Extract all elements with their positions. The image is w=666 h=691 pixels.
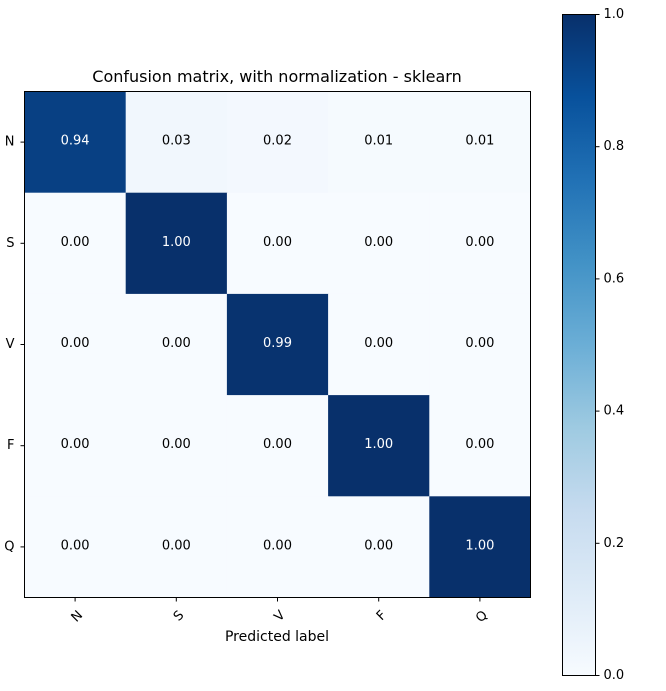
cell-value-label: 0.00 [61, 235, 90, 250]
heatmap-cell-Q-V [226, 496, 329, 598]
heatmap-cell-S-V [226, 192, 329, 295]
chart-title: Confusion matrix, with normalization - s… [92, 67, 461, 86]
cell-value-label: 0.00 [162, 336, 191, 351]
heatmap-cell-N-S [125, 91, 228, 194]
heatmap-cell-Q-F [328, 496, 430, 598]
heatmap-cell-S-Q [429, 192, 531, 295]
colorbar-tick-label: 0.8 [604, 139, 625, 154]
x-tick-label-S: S [171, 608, 187, 624]
colorbar-tick-label: 0.4 [604, 404, 625, 419]
colorbar-tick-label: 0.6 [604, 271, 625, 286]
heatmap-cells [24, 91, 531, 598]
heatmap-cell-F-F [328, 395, 430, 497]
heatmap-cell-F-V [226, 395, 329, 497]
cell-value-label: 0.00 [162, 538, 191, 553]
cell-value-label: 0.00 [61, 538, 90, 553]
cell-value-label: 0.00 [263, 235, 292, 250]
colorbar-ticks: 0.0 0.2 0.4 0.6 0.8 1.0 [595, 7, 625, 683]
heatmap-cell-N-V [226, 91, 329, 194]
cell-value-label: 0.00 [61, 437, 90, 452]
heatmap-cell-N-F [328, 91, 430, 194]
heatmap-cell-Q-N [24, 496, 127, 598]
heatmap-cell-F-N [24, 395, 127, 497]
x-tick-label-V: V [272, 608, 289, 625]
cell-value-label: 0.00 [364, 235, 393, 250]
x-tick-label-Q: Q [473, 608, 491, 626]
heatmap-cell-labels: 0.94 0.03 0.02 0.01 0.01 0.00 1.00 0.00 0.00 0.00… [61, 134, 495, 554]
heatmap-cell-Q-S [125, 496, 228, 598]
heatmap-cell-S-S [125, 192, 228, 295]
cell-value-label: 0.99 [263, 336, 292, 351]
heatmap-cell-V-Q [429, 293, 531, 396]
colorbar [562, 14, 596, 676]
colorbar-tick-label: 0.2 [604, 536, 625, 551]
heatmap-cell-V-F [328, 293, 430, 396]
heatmap-cell-N-N [24, 91, 127, 194]
cell-value-label: 0.02 [263, 134, 292, 149]
cell-value-label: 0.00 [364, 336, 393, 351]
x-tick-label-F: F [374, 608, 390, 624]
heatmap-cell-F-S [125, 395, 228, 497]
cell-value-label: 1.00 [465, 538, 494, 553]
heatmap-cell-V-V [226, 293, 329, 396]
y-tick-label-Q: Q [4, 539, 14, 554]
heatmap-cell-S-N [24, 192, 127, 295]
cell-value-label: 0.00 [465, 336, 494, 351]
cell-value-label: 0.03 [162, 134, 191, 149]
heatmap-cell-V-S [125, 293, 228, 396]
cell-value-label: 0.01 [465, 134, 494, 149]
x-axis-label: Predicted label [225, 629, 329, 645]
colorbar-tick-label: 0.0 [604, 668, 625, 683]
cell-value-label: 1.00 [162, 235, 191, 250]
cell-value-label: 0.00 [364, 538, 393, 553]
cell-value-label: 1.00 [364, 437, 393, 452]
cell-value-label: 0.00 [263, 437, 292, 452]
heatmap-cell-F-Q [429, 395, 531, 497]
heatmap-cell-Q-Q [429, 496, 531, 598]
heatmap-cell-S-F [328, 192, 430, 295]
y-tick-label-F: F [7, 438, 14, 453]
cell-value-label: 0.00 [465, 437, 494, 452]
heatmap-cell-N-Q [429, 91, 531, 194]
cell-value-label: 0.00 [263, 538, 292, 553]
cell-value-label: 0.94 [61, 134, 90, 149]
y-tick-label-N: N [5, 135, 15, 150]
x-tick-label-N: N [69, 608, 86, 625]
cell-value-label: 0.01 [364, 134, 393, 149]
colorbar-tick-label: 1.0 [604, 7, 625, 22]
heatmap-cell-V-N [24, 293, 127, 396]
y-tick-label-S: S [6, 236, 14, 251]
cell-value-label: 0.00 [61, 336, 90, 351]
y-tick-label-V: V [6, 337, 15, 352]
cell-value-label: 0.00 [162, 437, 191, 452]
y-axis-ticks: N S V F Q [4, 135, 25, 554]
cell-value-label: 0.00 [465, 235, 494, 250]
